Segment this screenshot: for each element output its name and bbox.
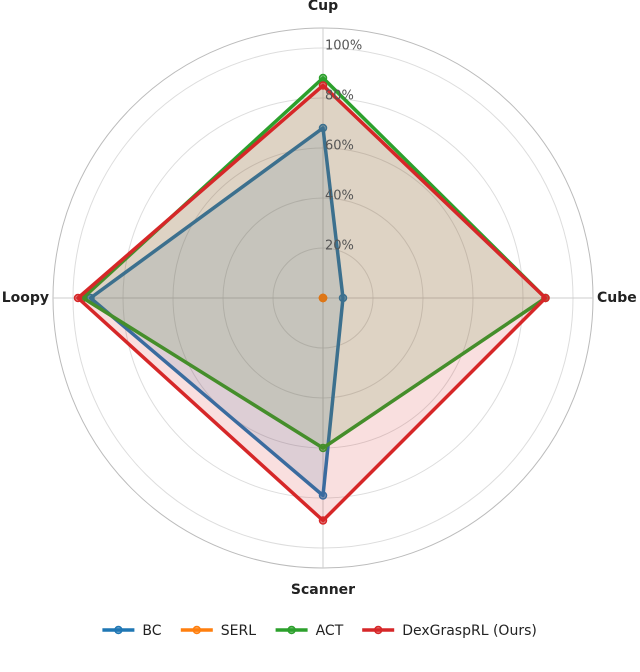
radar-point <box>338 293 348 303</box>
tick-label: 100% <box>325 39 362 54</box>
category-label: Cup <box>308 0 338 14</box>
category-label: Cube <box>597 290 637 306</box>
tick-label: 20% <box>325 239 354 254</box>
tick-label: 60% <box>325 139 354 154</box>
radar-point <box>541 293 550 303</box>
legend-label: BC <box>142 623 161 639</box>
legend-label: SERL <box>221 623 256 639</box>
radar-point <box>318 81 328 90</box>
category-label: Scanner <box>291 582 355 598</box>
radar-area <box>76 83 548 523</box>
category-label: Loopy <box>2 290 49 306</box>
tick-label: 80% <box>325 89 354 104</box>
legend-marker <box>192 625 202 635</box>
radar-point <box>318 491 328 500</box>
legend-marker <box>287 625 296 635</box>
radar-point <box>318 443 328 453</box>
legend-marker <box>114 625 123 635</box>
legend-label: ACT <box>316 623 344 639</box>
legend-label: DexGraspRL (Ours) <box>402 623 537 639</box>
tick-label: 40% <box>325 189 354 204</box>
radar-point <box>318 516 328 525</box>
radar-point <box>73 293 83 303</box>
legend-marker <box>373 625 383 635</box>
radar-point <box>318 123 328 133</box>
radar-point <box>318 293 328 303</box>
radar-point <box>318 73 328 83</box>
